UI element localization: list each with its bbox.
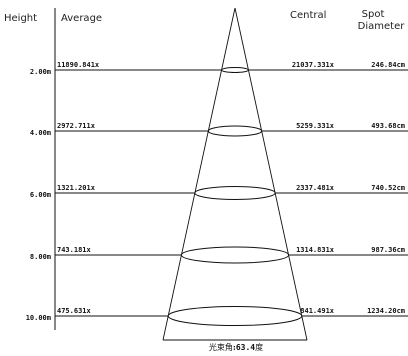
beam-angle-caption: 光束角:63.4度	[209, 342, 263, 352]
spot-ellipse	[194, 186, 276, 200]
beam-angle-label: 光束角	[209, 342, 233, 352]
spot-diameter-value: 493.68cm	[371, 122, 405, 130]
spot-ellipse	[221, 67, 249, 73]
central-value: 841.491x	[300, 307, 335, 315]
height-label: 10.00m	[26, 314, 51, 322]
spot-header-line1: Spot	[362, 9, 385, 20]
average-value: 11890.841x	[57, 61, 100, 69]
central-value: 2337.481x	[296, 184, 335, 192]
central-header: Central	[290, 10, 326, 21]
height-label: 6.00m	[30, 191, 51, 199]
spot-diameter-value: 1234.20cm	[367, 307, 405, 315]
spot-header-line2: Diameter	[358, 21, 406, 32]
cone-right-edge	[234, 7, 308, 341]
beam-angle-separator: :	[233, 342, 236, 352]
height-label: 4.00m	[30, 129, 51, 137]
spot-diameter-value: 740.52cm	[371, 184, 405, 192]
central-value: 21037.331x	[292, 61, 335, 69]
average-value: 743.181x	[57, 246, 92, 254]
central-value: 1314.831x	[296, 246, 335, 254]
illuminance-rows: 2.00m 11890.841x 21037.331x 246.84cm 4.00m 29…	[26, 61, 408, 326]
central-value: 5259.331x	[296, 122, 335, 130]
spot-ellipse	[207, 125, 263, 137]
average-value: 2972.711x	[57, 122, 96, 130]
average-value: 1321.201x	[57, 184, 96, 192]
beam-angle-unit: 度	[255, 342, 263, 352]
cone-left-edge	[162, 7, 236, 341]
height-label: 8.00m	[30, 253, 51, 261]
spot-ellipse	[180, 246, 290, 264]
spot-diameter-value: 246.84cm	[371, 61, 405, 69]
average-header: Average	[61, 13, 102, 24]
beam-angle-value: 63.4	[236, 343, 255, 352]
spot-diameter-value: 987.36cm	[371, 246, 405, 254]
height-label: 2.00m	[30, 68, 51, 76]
spot-ellipse	[167, 306, 303, 326]
average-value: 475.631x	[57, 307, 92, 315]
height-header: Height	[4, 13, 37, 24]
